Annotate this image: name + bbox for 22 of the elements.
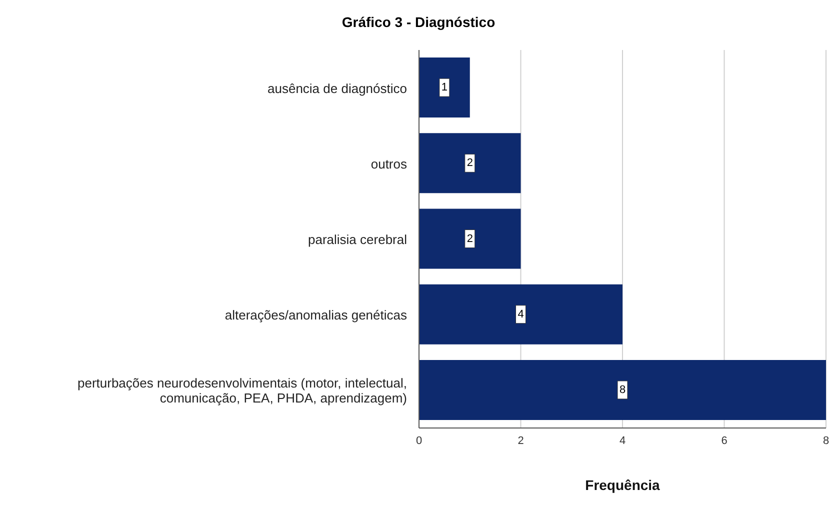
bar (419, 360, 826, 420)
bar (419, 58, 470, 118)
x-tick-label: 8 (822, 434, 830, 447)
bar (419, 133, 521, 194)
y-tick-label: alterações/anomalias genéticas (224, 307, 408, 322)
data-label: 1 (441, 82, 448, 94)
data-label: 4 (518, 308, 524, 320)
x-axis-title: Frequência (585, 477, 660, 493)
data-label: 8 (619, 384, 626, 396)
data-label: 2 (466, 232, 473, 245)
x-tick-label: 6 (721, 434, 728, 447)
x-tick-label: 2 (518, 434, 524, 447)
data-label: 2 (466, 157, 473, 170)
y-tick-label: ausência de diagnóstico (268, 80, 407, 96)
y-tick-label: outros (370, 156, 408, 171)
y-tick-label: perturbações neurodesenvolvimentais (motor, intelectual, comunicação, PEA, PHDA, aprendizagem) (77, 375, 407, 406)
bar (419, 284, 622, 344)
y-tick-label: paralisia cerebral (308, 232, 408, 246)
bar (419, 208, 521, 269)
x-tick-label: 4 (619, 434, 626, 447)
chart-title: Gráfico 3 - Diagnóstico (340, 14, 496, 30)
x-tick-label: 0 (416, 434, 422, 447)
